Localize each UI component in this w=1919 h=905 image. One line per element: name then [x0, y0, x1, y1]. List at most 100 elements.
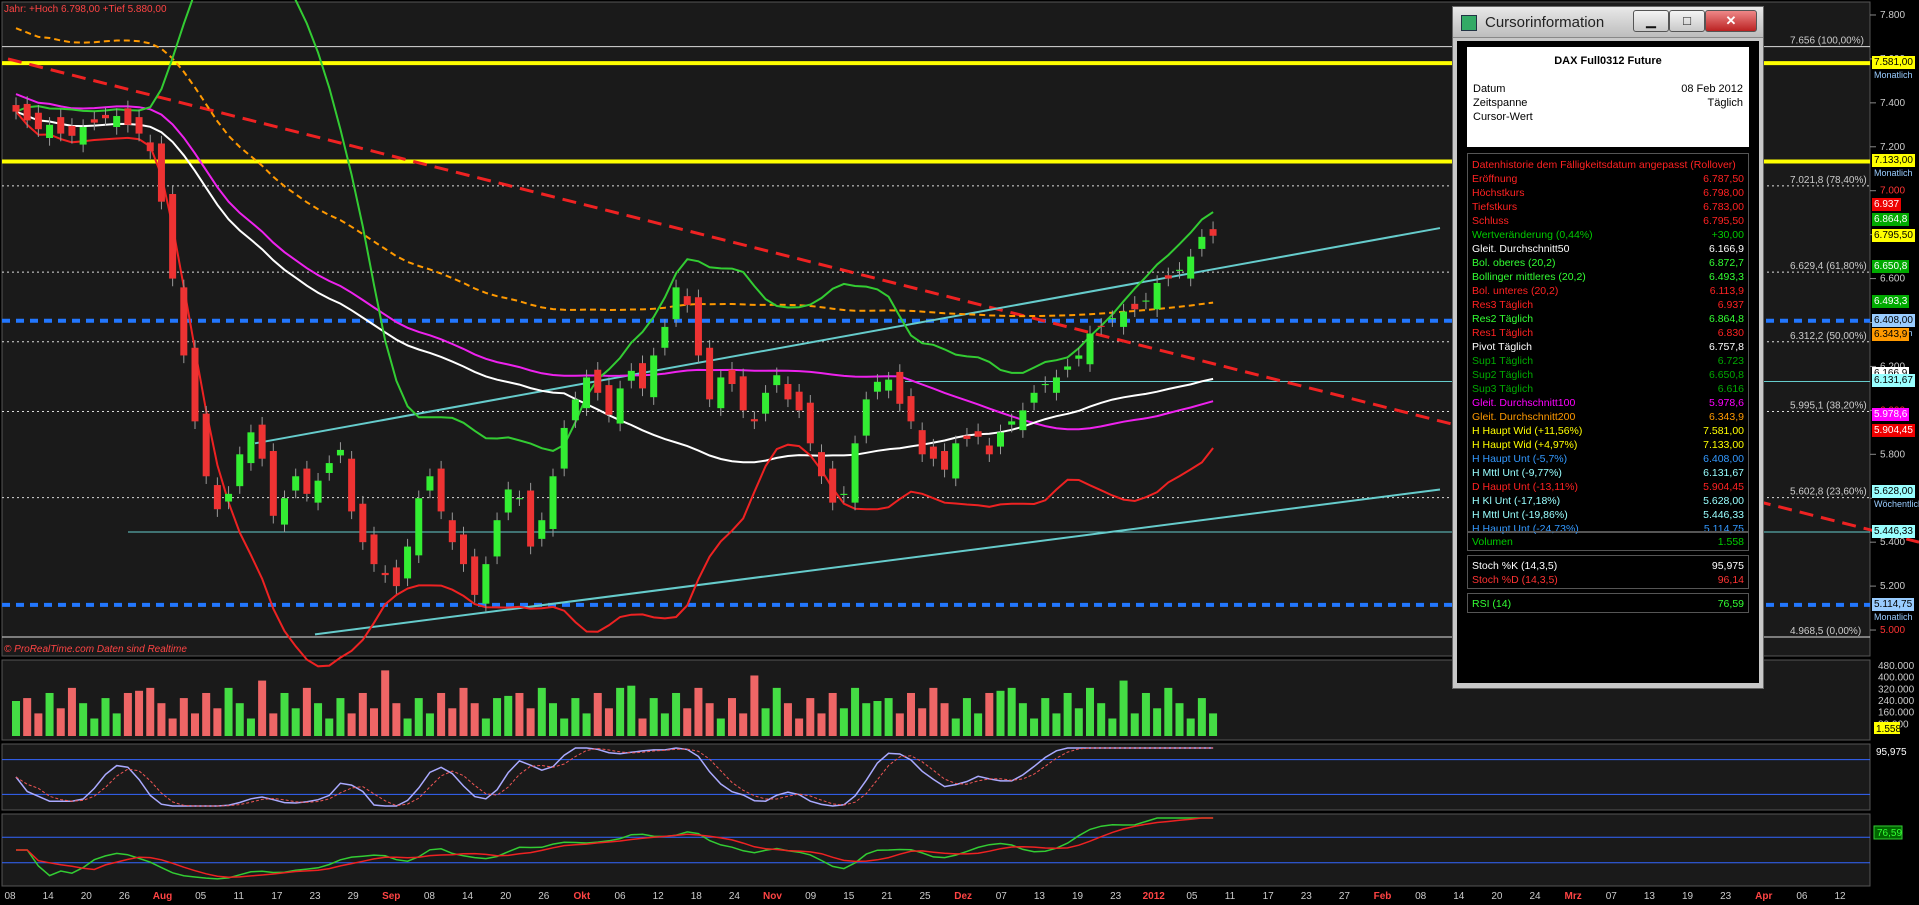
volume-bar[interactable] [750, 675, 759, 736]
volume-bar[interactable] [1186, 718, 1195, 737]
candle-body[interactable] [974, 431, 982, 437]
volume-bar[interactable] [728, 698, 736, 736]
candle-body[interactable] [1108, 318, 1116, 320]
candle-body[interactable] [135, 117, 143, 134]
volume-bar[interactable] [347, 713, 356, 736]
candle-body[interactable] [493, 520, 501, 557]
volume-bar[interactable] [79, 703, 88, 736]
volume-bar[interactable] [23, 698, 32, 736]
volume-bar[interactable] [549, 703, 557, 736]
volume-bar[interactable] [940, 703, 949, 736]
candle-body[interactable] [918, 430, 926, 455]
volume-bar[interactable] [336, 698, 345, 736]
candle-body[interactable] [929, 446, 937, 459]
candle-body[interactable] [504, 489, 512, 513]
volume-bar[interactable] [90, 718, 99, 737]
volume-bar[interactable] [213, 708, 222, 736]
candle-body[interactable] [460, 534, 467, 565]
candle-body[interactable] [34, 112, 42, 130]
candle-body[interactable] [694, 297, 702, 356]
volume-bar[interactable] [985, 692, 994, 736]
candle-body[interactable] [739, 376, 747, 411]
candle-body[interactable] [907, 396, 915, 422]
candle-body[interactable] [303, 468, 311, 494]
volume-bar[interactable] [325, 718, 334, 737]
candle-body[interactable] [661, 326, 669, 348]
candle-body[interactable] [1086, 333, 1094, 365]
candle-body[interactable] [1164, 275, 1172, 279]
volume-bar[interactable] [739, 713, 748, 736]
window-titlebar[interactable]: Cursorinformation ▁ □ ✕ [1453, 7, 1763, 38]
volume-bar[interactable] [929, 687, 938, 736]
candle-body[interactable] [784, 384, 792, 400]
volume-bar[interactable] [1197, 698, 1206, 736]
volume-bar[interactable] [146, 687, 155, 736]
candle-body[interactable] [583, 377, 591, 409]
candle-body[interactable] [1075, 355, 1083, 359]
candle-body[interactable] [952, 443, 960, 479]
volume-bar[interactable] [862, 703, 871, 736]
candle-body[interactable] [997, 432, 1004, 447]
candle-body[interactable] [896, 371, 904, 404]
volume-bar[interactable] [895, 713, 904, 736]
candle-body[interactable] [1153, 282, 1161, 310]
candle-body[interactable] [1120, 311, 1128, 327]
candle-body[interactable] [1052, 377, 1060, 393]
candle-body[interactable] [482, 564, 490, 604]
candle-body[interactable] [404, 546, 412, 579]
volume-bar[interactable] [1141, 692, 1150, 736]
volume-bar[interactable] [907, 692, 915, 736]
volume-bar[interactable] [112, 713, 121, 736]
volume-bar[interactable] [974, 713, 983, 736]
candle-body[interactable] [571, 399, 579, 421]
candle-body[interactable] [12, 105, 20, 112]
candle-body[interactable] [191, 347, 199, 422]
volume-bar[interactable] [1074, 708, 1083, 736]
volume-bar[interactable] [649, 698, 658, 736]
candle-body[interactable] [124, 108, 132, 125]
candle-body[interactable] [1142, 300, 1150, 302]
volume-bar[interactable] [1063, 692, 1072, 736]
volume-bar[interactable] [951, 718, 960, 737]
volume-bar[interactable] [537, 687, 546, 736]
volume-bar[interactable] [448, 708, 457, 736]
candle-body[interactable] [627, 370, 635, 381]
candle-body[interactable] [1198, 236, 1206, 249]
volume-bar[interactable] [851, 687, 860, 736]
candle-body[interactable] [829, 468, 837, 503]
candle-body[interactable] [370, 534, 378, 565]
candle-body[interactable] [314, 480, 322, 503]
volume-bar[interactable] [168, 718, 177, 737]
volume-bar[interactable] [302, 687, 311, 736]
volume-bar[interactable] [1175, 703, 1184, 736]
candle-body[interactable] [594, 369, 602, 393]
volume-bar[interactable] [425, 713, 434, 736]
volume-bar[interactable] [67, 687, 76, 736]
candle-body[interactable] [538, 520, 546, 539]
volume-bar[interactable] [481, 718, 490, 737]
volume-bar[interactable] [1108, 718, 1117, 737]
candle-body[interactable] [873, 381, 881, 392]
volume-bar[interactable] [56, 708, 65, 736]
volume-bar[interactable] [1086, 687, 1094, 736]
candle-body[interactable] [683, 296, 691, 305]
volume-bar[interactable] [560, 718, 569, 737]
candle-body[interactable] [1064, 366, 1072, 370]
volume-bar[interactable] [638, 718, 647, 737]
volume-bar[interactable] [504, 695, 513, 736]
candle-body[interactable] [1131, 303, 1139, 310]
volume-bar[interactable] [996, 690, 1005, 736]
candle-body[interactable] [292, 476, 300, 491]
candle-body[interactable] [1097, 325, 1105, 327]
volume-bar[interactable] [235, 703, 244, 736]
candle-body[interactable] [381, 572, 389, 576]
volume-bar[interactable] [918, 708, 927, 736]
candle-body[interactable] [1019, 410, 1027, 431]
candle-body[interactable] [247, 432, 255, 464]
volume-bar[interactable] [1097, 703, 1106, 736]
candle-body[interactable] [1176, 269, 1183, 271]
candle-body[interactable] [650, 355, 658, 398]
candle-body[interactable] [728, 369, 736, 385]
candle-body[interactable] [258, 424, 266, 459]
volume-bar[interactable] [246, 718, 255, 737]
